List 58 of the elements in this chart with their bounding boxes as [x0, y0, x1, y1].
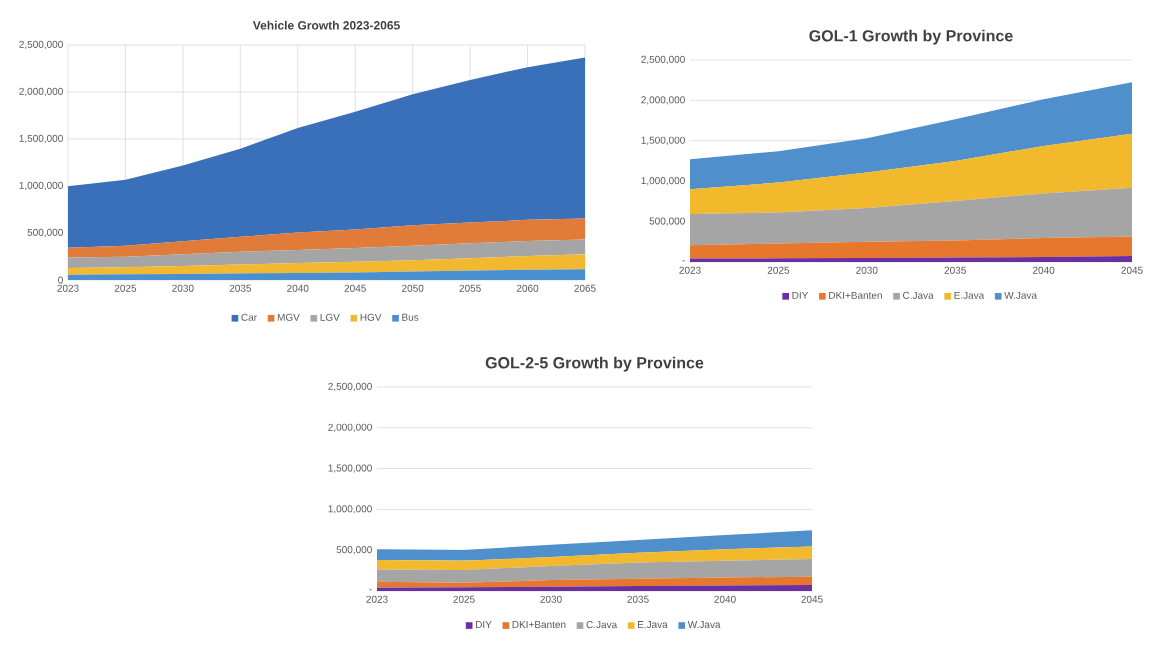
legend-label: HGV — [360, 313, 382, 321]
legend-label: C.Java — [586, 621, 618, 629]
legend-label: W.Java — [687, 621, 721, 629]
x-tick-label: 2040 — [1032, 266, 1055, 274]
y-tick-label: 1,500,000 — [19, 134, 63, 144]
y-tick-label: 2,000,000 — [641, 96, 685, 105]
x-tick-label: 2025 — [453, 595, 475, 603]
x-tick-label: 2065 — [574, 284, 596, 292]
y-tick-label: 1,500,000 — [328, 464, 372, 473]
x-tick-label: 2023 — [679, 266, 701, 274]
legend-label: MGV — [277, 313, 300, 321]
x-tick-label: 2045 — [1121, 266, 1143, 274]
x-tick-label: 2060 — [516, 284, 539, 292]
x-tick-label: 2035 — [944, 266, 966, 274]
legend-label: Car — [241, 313, 257, 321]
legend-label: DIY — [475, 621, 492, 628]
legend-label: DKI+Banten — [829, 291, 882, 299]
y-tick-label: 2,500,000 — [641, 55, 685, 65]
legend-label: LGV — [320, 313, 340, 321]
x-tick-label: 2025 — [767, 266, 790, 274]
legend-label: Bus — [402, 313, 419, 321]
y-tick-label: 500,000 — [649, 217, 685, 226]
y-tick-label: 1,000,000 — [328, 505, 372, 514]
legend-label: C.Java — [903, 291, 934, 299]
y-tick-label: 2,000,000 — [328, 423, 372, 432]
x-tick-label: 2045 — [801, 595, 823, 603]
chart-title: Vehicle Growth 2023-2065 — [252, 20, 400, 30]
y-tick-label: - — [369, 589, 372, 591]
y-tick-label: 500,000 — [27, 228, 63, 238]
legend-label: DIY — [792, 291, 809, 299]
x-tick-label: 2040 — [714, 595, 736, 603]
x-tick-label: 2035 — [229, 284, 252, 292]
x-tick-label: 2023 — [366, 595, 388, 603]
chart-title: GOL-1 Growth by Province — [809, 29, 1013, 45]
x-tick-label: 2030 — [856, 266, 878, 274]
y-tick-label: 1,000,000 — [641, 177, 685, 186]
legend-label: DKI+Banten — [512, 621, 566, 629]
x-tick-label: 2045 — [344, 284, 366, 292]
x-tick-label: 2023 — [57, 284, 79, 292]
x-tick-label: 2050 — [402, 284, 424, 292]
x-tick-label: 2035 — [627, 595, 649, 603]
y-tick-label: 1,500,000 — [641, 136, 685, 145]
y-tick-label: 2,500,000 — [19, 40, 63, 50]
y-tick-label: 2,000,000 — [19, 87, 63, 97]
legend-label: W.Java — [1004, 291, 1038, 299]
y-tick-label: - — [682, 260, 685, 262]
x-tick-label: 2055 — [459, 284, 481, 292]
x-tick-label: 2025 — [114, 284, 137, 292]
x-tick-label: 2030 — [540, 595, 562, 603]
y-tick-label: 1,000,000 — [19, 181, 63, 191]
chart-title: GOL-2-5 Growth by Province — [485, 356, 704, 372]
y-tick-label: 0 — [58, 276, 63, 284]
legend-label: E.Java — [637, 621, 668, 629]
y-tick-label: 2,500,000 — [328, 382, 372, 392]
legend-label: E.Java — [954, 291, 985, 299]
y-tick-label: 500,000 — [336, 546, 372, 555]
x-tick-label: 2040 — [287, 284, 309, 292]
x-tick-label: 2030 — [172, 284, 194, 292]
